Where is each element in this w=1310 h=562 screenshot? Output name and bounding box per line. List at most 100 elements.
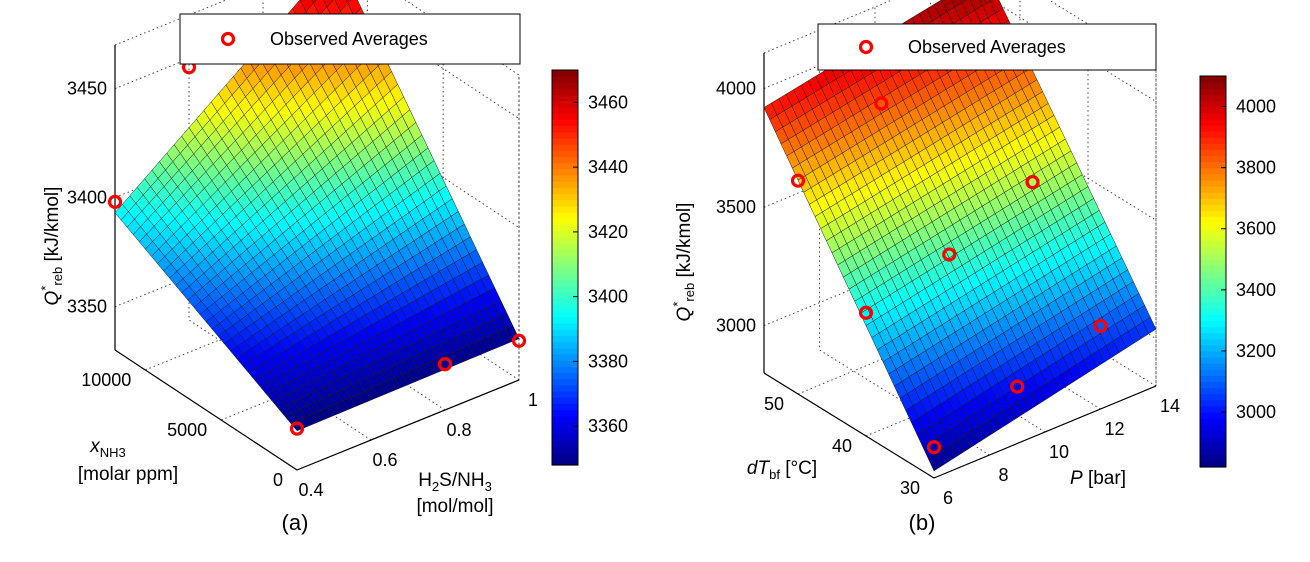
x-tick-label: 0.4 <box>298 480 323 500</box>
colorbar-segment <box>1200 430 1226 438</box>
colorbar-frame <box>551 69 579 466</box>
observed-average-point <box>1093 318 1108 334</box>
colorbar-segment <box>1200 167 1226 175</box>
panel-label: (b) <box>909 510 936 535</box>
colorbar-tick-label: 3200 <box>1236 341 1276 361</box>
colorbar-segment <box>1200 448 1226 456</box>
colorbar-segment <box>552 162 578 170</box>
colorbar-segment <box>552 125 578 133</box>
colorbar-segment <box>552 224 578 232</box>
colorbar-tick-label: 3600 <box>1236 219 1276 239</box>
y-axis-title: dTbf [°C] <box>747 458 817 482</box>
colorbar-segment <box>552 341 578 349</box>
legend-label: Observed Averages <box>270 29 428 49</box>
surface-patch <box>1142 316 1157 335</box>
observed-average-point <box>289 421 305 436</box>
z-tick-label: 3000 <box>716 316 756 336</box>
colorbar-segment <box>552 323 578 330</box>
legend-box <box>179 13 521 65</box>
colorbar-segment <box>552 242 578 250</box>
colorbar-segment <box>552 174 578 182</box>
legend: Observed Averages <box>179 13 521 65</box>
colorbar-segment <box>552 427 578 435</box>
x-tick-label: 8 <box>998 465 1008 485</box>
colorbar-segment <box>552 76 578 83</box>
colorbar-segment <box>1200 247 1226 254</box>
colorbar-segment <box>1200 418 1226 425</box>
colorbar-segment <box>1200 271 1226 279</box>
colorbar-segment <box>552 267 578 275</box>
colorbar-segment <box>1200 161 1226 169</box>
colorbar-segment <box>552 316 578 324</box>
legend: Observed Averages <box>817 23 1157 71</box>
colorbar-segment <box>552 94 578 102</box>
z-tick-label: 3350 <box>67 297 107 317</box>
colorbar-segment <box>1200 88 1226 95</box>
colorbar-segment <box>552 131 578 139</box>
colorbar-segment <box>1200 179 1226 187</box>
colorbar-segment <box>1200 204 1226 212</box>
colorbar-tick-label: 3360 <box>588 416 628 436</box>
colorbar-segment <box>1200 338 1226 346</box>
x-axis-line <box>933 385 1157 479</box>
legend-label: Observed Averages <box>908 37 1066 57</box>
colorbar-segment <box>552 113 578 120</box>
colorbar-segment <box>1200 454 1226 462</box>
colorbar-segment <box>552 82 578 90</box>
colorbar-tick-label: 3440 <box>588 157 628 177</box>
observed-average-point <box>926 440 942 455</box>
z-tick-label: 3450 <box>67 79 107 99</box>
observed-average-point <box>437 357 453 372</box>
surface-mesh <box>114 0 520 432</box>
z-tick-label: 4000 <box>716 79 756 99</box>
colorbar-segment <box>552 230 578 238</box>
legend-marker <box>858 39 874 55</box>
colorbar-segment <box>1200 460 1226 468</box>
colorbar-segment <box>1200 100 1226 108</box>
colorbar-segment <box>1200 124 1226 132</box>
colorbar-segment <box>1200 76 1226 83</box>
colorbar-segment <box>552 390 578 398</box>
x-tick-label: 14 <box>1160 396 1180 416</box>
colorbar-segment <box>1200 381 1226 389</box>
colorbar-segment <box>1200 424 1226 431</box>
colorbar-segment <box>1200 143 1226 150</box>
colorbar-segment <box>1200 155 1226 163</box>
y-axis-title: xNH3 <box>89 436 126 460</box>
colorbar-segment <box>1200 185 1226 193</box>
colorbar-segment <box>552 292 578 299</box>
colorbar-tick-label: 3420 <box>588 222 628 242</box>
colorbar-segment <box>552 286 578 293</box>
colorbar-segment <box>1200 314 1226 321</box>
colorbar-segment <box>1200 253 1226 260</box>
colorbar-segment <box>552 150 578 158</box>
colorbar-segment <box>1200 363 1226 370</box>
colorbar-segment <box>552 273 578 281</box>
colorbar-tick-label: 3400 <box>588 287 628 307</box>
colorbar-segment <box>1200 302 1226 309</box>
y-axis-line <box>114 349 298 471</box>
colorbar-segment <box>552 236 578 244</box>
colorbar-segment <box>1200 277 1226 285</box>
observed-average-point <box>511 333 527 348</box>
colorbar-frame <box>1199 75 1227 468</box>
x-tick-label: 10 <box>1049 442 1069 462</box>
colorbar-segment <box>1200 405 1226 413</box>
colorbar-segment <box>552 310 578 318</box>
colorbar-segment <box>1200 283 1226 291</box>
y-tick-label: 5000 <box>167 420 207 440</box>
z-tick-label: 3400 <box>67 188 107 208</box>
panel-b: 6 8 10 12 14 30 40 50 3000 3500 4000 Observed Avera… <box>670 0 1276 535</box>
colorbar-tick-label: 3400 <box>1236 280 1276 300</box>
colorbar-segment <box>552 255 578 262</box>
colorbar-segment <box>1200 295 1226 303</box>
colorbar-segment <box>552 415 578 423</box>
panel-label: (a) <box>282 510 309 535</box>
colorbar-segment <box>1200 350 1226 358</box>
y-axis-title-unit: [molar ppm] <box>78 464 178 485</box>
colorbar-segment <box>1200 82 1226 89</box>
x-axis-title: H2S/NH3 <box>418 470 492 494</box>
colorbar-segment <box>1200 137 1226 144</box>
surface-patch <box>345 0 352 4</box>
x-tick-label: 12 <box>1104 419 1124 439</box>
